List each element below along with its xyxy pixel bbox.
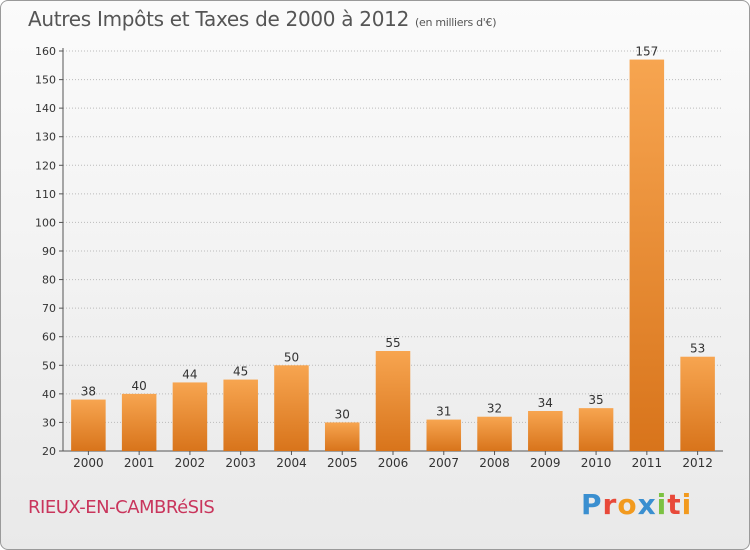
value-label-2002: 44: [182, 367, 197, 381]
bar-2012: [680, 356, 715, 451]
x-tick-label-2005: 2005: [327, 456, 358, 470]
x-tick-label-2011: 2011: [632, 456, 663, 470]
value-label-2012: 53: [690, 342, 705, 356]
y-tick-label: 100: [35, 216, 56, 229]
x-tick-label-2008: 2008: [479, 456, 510, 470]
bar-2007: [426, 419, 462, 451]
y-tick-labels: 20 30 40 50 60 70 80 90 100 110 120 130 140 150 160: [35, 45, 56, 458]
bar-2008: [477, 416, 512, 451]
y-tick-label: 140: [35, 102, 56, 115]
y-tick-label: 80: [42, 274, 56, 287]
logo-letter: t: [667, 488, 682, 521]
value-label-2005: 30: [335, 407, 350, 421]
logo-letter: i: [656, 488, 668, 521]
y-tick-label: 130: [35, 131, 56, 144]
value-label-2008: 32: [487, 402, 502, 416]
value-label-2004: 50: [284, 350, 299, 364]
bar-2010: [578, 408, 614, 451]
bar-2005: [324, 422, 360, 451]
bars: [71, 59, 715, 451]
value-label-2001: 40: [132, 379, 147, 393]
x-tick-labels: 2000 2001 2002 2003 2004 2005 2006 2007 2008 2009…: [73, 456, 713, 470]
y-tick-label: 70: [42, 302, 56, 315]
y-tick-label: 160: [35, 45, 56, 58]
logo-letter: P: [581, 488, 603, 521]
y-tick-label: 90: [42, 245, 56, 258]
value-label-2000: 38: [81, 385, 96, 399]
chart-title: Autres Impôts et Taxes de 2000 à 2012 (en…: [28, 7, 496, 31]
x-tick-label-2012: 2012: [682, 456, 713, 470]
logo-letter: o: [617, 488, 638, 521]
chart-unit: (en milliers d'€): [415, 16, 497, 29]
x-tick-label-2009: 2009: [530, 456, 561, 470]
logo-letter: r: [602, 488, 618, 521]
x-tick-label-2007: 2007: [428, 456, 459, 470]
bar-2002: [172, 382, 208, 451]
logo-letter: x: [637, 488, 657, 521]
value-label-2006: 55: [385, 336, 400, 350]
y-tick-label: 110: [35, 188, 56, 201]
y-tick-label: 150: [35, 74, 56, 87]
bar-2001: [121, 393, 157, 451]
bar-2004: [274, 365, 309, 451]
bar-2000: [71, 399, 106, 451]
y-tick-label: 50: [42, 359, 56, 372]
y-tick-label: 60: [42, 331, 56, 344]
x-tick-label-2003: 2003: [225, 456, 256, 470]
bar-2011: [629, 59, 665, 451]
value-label-2011: 157: [635, 45, 658, 59]
x-tick-label-2004: 2004: [276, 456, 307, 470]
x-tick-label-2010: 2010: [581, 456, 612, 470]
bar-2006: [375, 351, 411, 451]
x-tick-label-2001: 2001: [124, 456, 155, 470]
proxiti-logo[interactable]: Proxiti: [581, 488, 692, 521]
bar-2003: [223, 379, 258, 451]
town-name: RIEUX-EN-CAMBRéSIS: [28, 497, 215, 518]
value-label-2010: 35: [588, 393, 603, 407]
value-label-2007: 31: [436, 405, 451, 419]
logo-letter: i: [681, 488, 693, 521]
chart-title-text: Autres Impôts et Taxes de 2000 à 2012: [28, 7, 409, 31]
y-tick-label: 120: [35, 159, 56, 172]
y-tick-label: 20: [42, 445, 56, 458]
y-tick-label: 30: [42, 416, 56, 429]
x-tick-label-2006: 2006: [378, 456, 409, 470]
value-label-2009: 34: [538, 396, 553, 410]
x-tick-label-2002: 2002: [175, 456, 206, 470]
x-tick-label-2000: 2000: [73, 456, 104, 470]
value-label-2003: 45: [233, 365, 248, 379]
y-tick-label: 40: [42, 388, 56, 401]
value-labels: 38 40 44 45 50 30 55 31 32 34 35 157 53: [81, 45, 706, 422]
bar-2009: [528, 411, 563, 451]
